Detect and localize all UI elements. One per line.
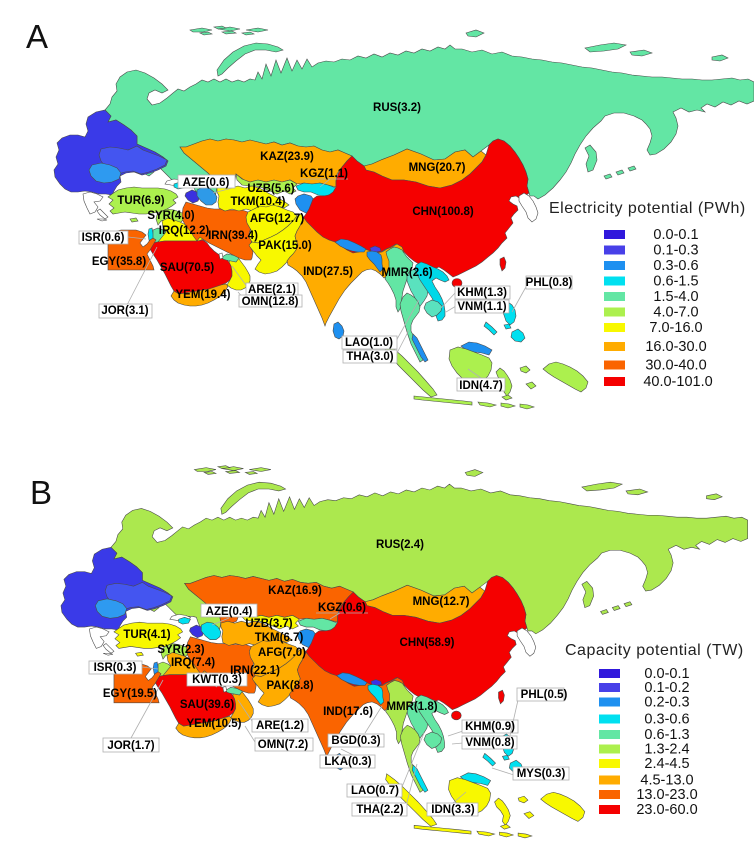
svg-text:RUS(2.4): RUS(2.4) [376,539,424,551]
svg-text:THA(2.2): THA(2.2) [356,804,403,816]
svg-text:YEM(10.5): YEM(10.5) [187,718,242,730]
svg-text:0.3-0.6: 0.3-0.6 [653,258,698,274]
svg-text:1.5-4.0: 1.5-4.0 [653,289,698,305]
svg-text:AFG(7.0): AFG(7.0) [258,647,306,659]
svg-text:EGY(19.5): EGY(19.5) [103,688,157,700]
svg-text:AZE(0.6): AZE(0.6) [183,177,230,189]
svg-text:IDN(3.3): IDN(3.3) [431,804,475,816]
svg-text:23.0-60.0: 23.0-60.0 [636,802,697,818]
svg-text:CHN(100.8): CHN(100.8) [412,206,474,218]
svg-text:JOR(3.1): JOR(3.1) [101,305,148,317]
svg-text:UZB(3.7): UZB(3.7) [245,618,292,630]
svg-text:SYR(2.3): SYR(2.3) [157,644,204,656]
svg-text:ARE(2.1): ARE(2.1) [248,284,296,296]
svg-text:IND(27.5): IND(27.5) [303,266,353,278]
svg-text:BGD(0.3): BGD(0.3) [331,735,380,747]
svg-text:13.0-23.0: 13.0-23.0 [636,787,697,803]
svg-text:B: B [30,474,52,511]
svg-text:SYR(4.0): SYR(4.0) [147,210,194,222]
svg-text:ARE(1.2): ARE(1.2) [256,720,304,732]
svg-text:LAO(1.0): LAO(1.0) [345,337,393,349]
svg-text:Electricity potential (PWh): Electricity potential (PWh) [549,200,746,217]
svg-text:LAO(0.7): LAO(0.7) [351,785,399,797]
svg-text:A: A [26,18,48,55]
svg-text:MMR(2.6): MMR(2.6) [381,267,432,279]
svg-text:MNG(20.7): MNG(20.7) [409,162,466,174]
svg-text:VNM(0.8): VNM(0.8) [465,737,514,749]
svg-text:IRQ(12.2): IRQ(12.2) [159,225,210,237]
svg-text:IDN(4.7): IDN(4.7) [459,380,503,392]
svg-text:THA(3.0): THA(3.0) [346,351,393,363]
svg-text:MYS(0.3): MYS(0.3) [517,768,566,780]
svg-text:MNG(12.7): MNG(12.7) [413,596,470,608]
svg-text:CHN(58.9): CHN(58.9) [400,637,455,649]
svg-text:Capacity potential (TW): Capacity potential (TW) [565,642,744,659]
svg-text:KAZ(23.9): KAZ(23.9) [260,151,314,163]
svg-text:SAU(39.6): SAU(39.6) [180,699,234,711]
svg-text:IRN(39.4): IRN(39.4) [208,230,258,242]
svg-text:RUS(3.2): RUS(3.2) [373,102,421,114]
svg-text:0.1-0.3: 0.1-0.3 [653,243,698,259]
svg-text:16.0-30.0: 16.0-30.0 [645,339,706,355]
svg-text:0.3-0.6: 0.3-0.6 [644,712,689,728]
svg-text:IRQ(7.4): IRQ(7.4) [171,657,215,669]
svg-text:LKA(0.3): LKA(0.3) [324,756,371,768]
svg-text:TKM(10.4): TKM(10.4) [231,196,286,208]
svg-text:PHL(0.5): PHL(0.5) [521,689,568,701]
svg-text:0.0-0.1: 0.0-0.1 [644,666,689,682]
svg-text:KAZ(16.9): KAZ(16.9) [268,585,322,597]
svg-text:TKM(6.7): TKM(6.7) [255,632,304,644]
svg-text:OMN(12.8): OMN(12.8) [242,296,299,308]
svg-text:TUR(4.1): TUR(4.1) [123,629,170,641]
svg-text:KHM(1.3): KHM(1.3) [457,287,507,299]
svg-text:MMR(1.8): MMR(1.8) [386,701,437,713]
svg-text:YEM(19.4): YEM(19.4) [176,289,231,301]
svg-text:0.6-1.3: 0.6-1.3 [644,727,689,743]
svg-text:IND(17.6): IND(17.6) [323,706,373,718]
svg-text:SAU(70.5): SAU(70.5) [160,262,214,274]
svg-text:0.0-0.1: 0.0-0.1 [653,227,698,243]
svg-text:ISR(0.6): ISR(0.6) [82,232,125,244]
svg-text:0.6-1.5: 0.6-1.5 [653,274,698,290]
svg-text:40.0-101.0: 40.0-101.0 [643,374,712,390]
svg-text:PAK(15.0): PAK(15.0) [258,240,312,252]
svg-text:0.1-0.2: 0.1-0.2 [644,680,689,696]
svg-text:KGZ(1.1): KGZ(1.1) [300,168,348,180]
svg-text:7.0-16.0: 7.0-16.0 [649,320,702,336]
svg-text:PHL(0.8): PHL(0.8) [526,277,573,289]
svg-text:TUR(6.9): TUR(6.9) [117,195,164,207]
svg-text:0.2-0.3: 0.2-0.3 [644,695,689,711]
svg-text:2.4-4.5: 2.4-4.5 [644,756,689,772]
svg-text:1.3-2.4: 1.3-2.4 [644,742,689,758]
svg-text:JOR(1.7): JOR(1.7) [107,740,154,752]
svg-text:KGZ(0.6): KGZ(0.6) [318,602,366,614]
svg-text:4.0-7.0: 4.0-7.0 [653,305,698,321]
svg-text:VNM(1.1): VNM(1.1) [457,301,506,313]
svg-text:PAK(8.8): PAK(8.8) [266,680,313,692]
svg-text:30.0-40.0: 30.0-40.0 [645,358,706,374]
svg-text:AFG(12.7): AFG(12.7) [250,213,304,225]
svg-text:4.5-13.0: 4.5-13.0 [640,773,693,789]
svg-text:EGY(35.8): EGY(35.8) [92,256,146,268]
svg-text:UZB(5.6): UZB(5.6) [247,183,294,195]
svg-text:KHM(0.9): KHM(0.9) [465,721,515,733]
svg-text:OMN(7.2): OMN(7.2) [258,739,309,751]
svg-text:KWT(0.3): KWT(0.3) [192,674,242,686]
svg-text:AZE(0.4): AZE(0.4) [206,606,253,618]
svg-text:ISR(0.3): ISR(0.3) [94,662,137,674]
svg-text:IRN(22.1): IRN(22.1) [230,665,280,677]
